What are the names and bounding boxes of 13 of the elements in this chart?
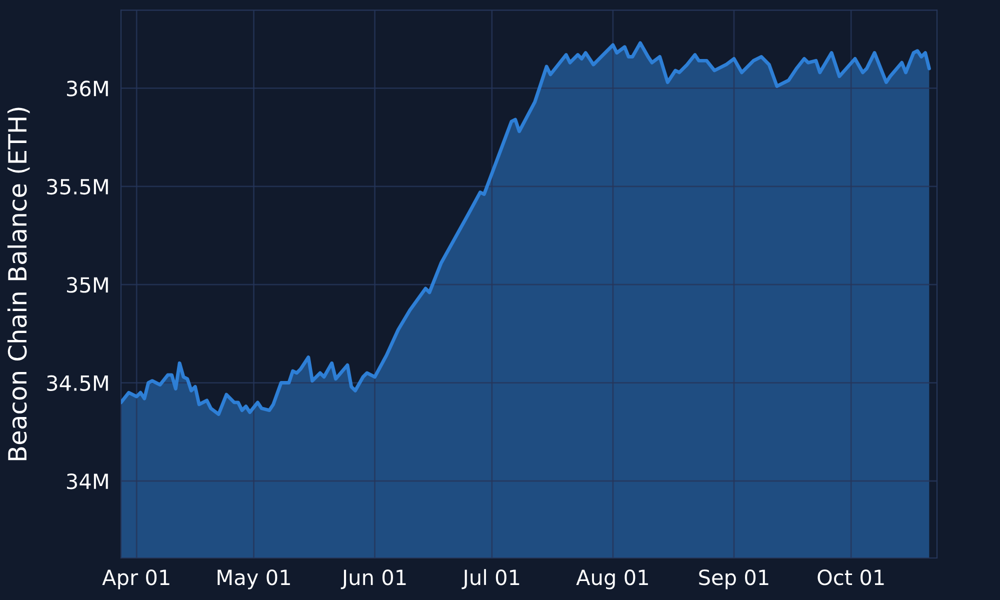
x-tick-label: May 01 — [218, 569, 290, 590]
y-tick-label: 36M — [66, 80, 108, 96]
x-tick-label: Aug 01 — [576, 569, 648, 590]
x-tick-label: Jun 01 — [340, 569, 406, 590]
y-tick-label: 34.5M — [47, 375, 108, 392]
y-axis-title: Beacon Chain Balance (ETH) — [7, 108, 30, 460]
y-tick-label: 35M — [66, 277, 108, 293]
x-tick-label: Jul 01 — [462, 569, 520, 590]
y-tick-label: 34M — [66, 473, 108, 490]
y-tick-label: 35.5M — [47, 178, 108, 195]
x-tick-label: Apr 01 — [102, 569, 170, 590]
x-tick-label: Sep 01 — [699, 569, 768, 590]
x-tick-label: Oct 01 — [818, 569, 884, 586]
